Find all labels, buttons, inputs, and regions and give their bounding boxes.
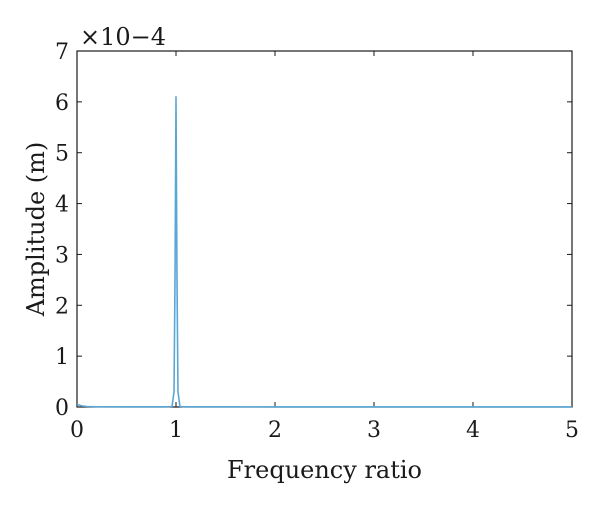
- y-tick-label: 6: [55, 91, 69, 116]
- series-line: [76, 95, 572, 408]
- x-axis-title: Frequency ratio: [227, 456, 422, 484]
- y-axis-title: Amplitude (m): [22, 142, 50, 318]
- plot-area: [76, 50, 573, 408]
- y-tick-label: 2: [55, 294, 69, 319]
- x-tick-label: 0: [70, 418, 84, 443]
- y-tick-label: 5: [55, 142, 69, 167]
- x-tick-label: 2: [268, 418, 282, 443]
- y-tick-label: 1: [55, 345, 69, 370]
- y-tick-label: 3: [55, 243, 69, 268]
- y-tick-label: 4: [55, 193, 69, 218]
- x-tick-label: 1: [169, 418, 183, 443]
- y-tick-label: 7: [55, 40, 69, 65]
- x-tick-label: 3: [367, 418, 381, 443]
- x-tick-label: 4: [466, 418, 480, 443]
- x-tick-label: 5: [565, 418, 579, 443]
- y-tick-label: 0: [55, 396, 69, 421]
- y-axis-ticks: 0 1 2 3 4 5 6 7: [55, 40, 572, 421]
- x-axis-ticks: 0 1 2 3 4 5: [70, 51, 579, 443]
- y-axis-multiplier: ×10−4: [80, 23, 166, 51]
